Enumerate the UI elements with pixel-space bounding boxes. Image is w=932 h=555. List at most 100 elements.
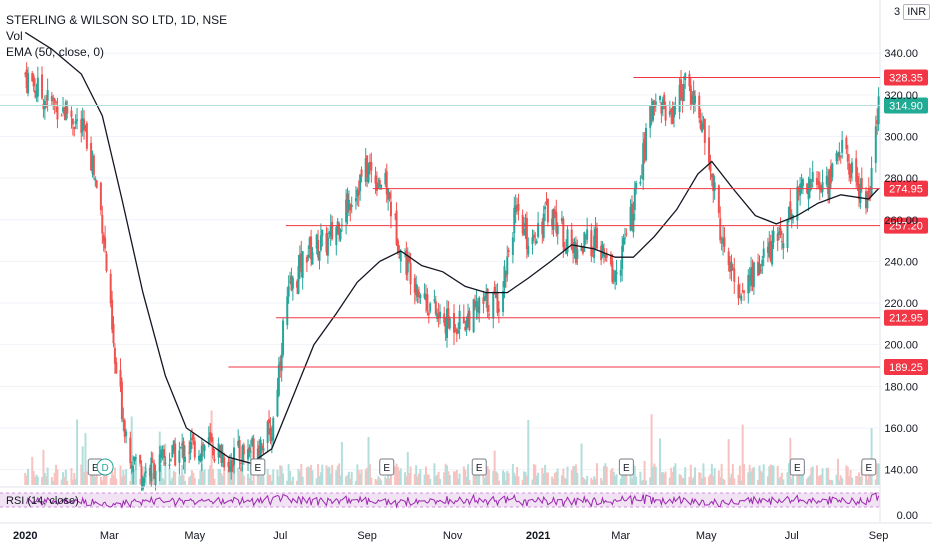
symbol-title[interactable]: STERLING & WILSON SO LTD, 1D, NSE xyxy=(6,13,228,27)
volume-bar xyxy=(439,478,441,485)
volume-bar xyxy=(496,472,499,485)
volume-bar xyxy=(574,464,577,485)
volume-bar xyxy=(545,472,548,485)
level-lines: 328.35 274.95 257.20 212.95 189.25 314.90 xyxy=(0,69,928,376)
candle-body xyxy=(717,185,720,214)
volume-bar xyxy=(419,469,422,485)
volume-bar xyxy=(779,476,782,485)
volume-bar xyxy=(769,464,772,485)
volume-bar xyxy=(227,469,230,485)
event-label: E xyxy=(794,463,801,474)
candle-body xyxy=(864,191,867,209)
candle-body xyxy=(319,235,322,251)
candle-body xyxy=(141,478,144,490)
candle-body xyxy=(513,207,516,234)
volume-bar xyxy=(329,473,332,485)
volume-bar xyxy=(192,473,195,485)
level-price-label: 328.35 xyxy=(889,72,923,84)
candle-body xyxy=(94,178,97,181)
candle-body xyxy=(375,182,378,191)
candle-body xyxy=(835,152,838,162)
candle-body xyxy=(506,256,509,275)
candle-body xyxy=(296,281,299,288)
candle-body xyxy=(555,212,558,233)
vol-label[interactable]: Vol xyxy=(6,29,23,43)
volume-bar xyxy=(475,473,478,485)
volume-bar xyxy=(437,471,440,485)
dividend-marker xyxy=(96,458,114,476)
volume-bar xyxy=(757,480,760,485)
volume-bar xyxy=(120,476,123,485)
volume-bar xyxy=(860,465,863,485)
candle-body xyxy=(661,99,664,110)
volume-bar xyxy=(556,468,559,485)
volume-bar xyxy=(433,463,436,485)
volume-bar xyxy=(252,467,255,485)
candle-body xyxy=(210,433,213,442)
candle-body xyxy=(632,213,635,233)
candle-body xyxy=(876,120,879,125)
volume-bar xyxy=(503,472,506,485)
volume-bar xyxy=(835,474,838,485)
volume-bar xyxy=(799,473,802,485)
candle-body xyxy=(338,223,341,236)
candle-body xyxy=(140,466,143,485)
candle-body xyxy=(659,96,661,100)
candle-body xyxy=(612,278,615,280)
level-price-tag xyxy=(884,217,928,234)
candle-body xyxy=(230,460,233,472)
volume-bar xyxy=(825,467,828,485)
candle-body xyxy=(66,106,69,114)
volume-bar xyxy=(112,474,115,485)
volume-bar xyxy=(594,478,597,485)
candle-body xyxy=(531,237,534,245)
volume-bar xyxy=(673,466,676,485)
volume-bar xyxy=(570,470,573,485)
volume-bar xyxy=(315,478,318,485)
volume-bar xyxy=(674,463,677,485)
volume-bar xyxy=(821,468,824,485)
candle-body xyxy=(866,193,869,209)
volume-bar xyxy=(808,475,811,485)
candle-body xyxy=(290,275,293,291)
currency-badge[interactable]: 3 INR xyxy=(894,4,931,20)
candle-body xyxy=(242,444,245,455)
candle-body xyxy=(689,85,692,106)
candle-body xyxy=(291,277,294,289)
candle-body xyxy=(388,192,391,200)
candle-body xyxy=(266,421,269,444)
volume-bar xyxy=(859,476,862,485)
volume-bar xyxy=(615,474,618,485)
volume-bar xyxy=(827,467,830,485)
candle-body xyxy=(551,218,554,227)
volume-bar xyxy=(762,464,765,485)
event-label: E xyxy=(383,463,390,474)
candle-body xyxy=(786,219,789,248)
volume-bar xyxy=(635,476,638,485)
volume-bar xyxy=(220,473,223,485)
candle-body xyxy=(305,257,308,263)
candle-body xyxy=(771,240,774,265)
candle-body xyxy=(668,110,671,115)
candle-body xyxy=(276,389,279,417)
volume-bar xyxy=(219,468,221,485)
volume-bar xyxy=(521,479,524,485)
rsi-label[interactable]: RSI (14, close) xyxy=(6,495,79,507)
volume-bar xyxy=(807,476,810,485)
volume-bar xyxy=(633,465,636,485)
ema-label[interactable]: EMA (50, close, 0) xyxy=(6,45,105,59)
volume-bar xyxy=(630,478,633,485)
volume-bar xyxy=(455,470,458,485)
candle-body xyxy=(769,241,772,261)
candle-body xyxy=(455,328,458,335)
candle-body xyxy=(444,318,447,334)
candle-body xyxy=(162,449,165,458)
candle-body xyxy=(654,101,657,105)
volume-bar xyxy=(727,439,730,485)
volume-bar xyxy=(719,477,722,485)
volume-bar xyxy=(27,468,30,485)
candle-body xyxy=(220,445,223,463)
candle-body xyxy=(780,241,783,243)
